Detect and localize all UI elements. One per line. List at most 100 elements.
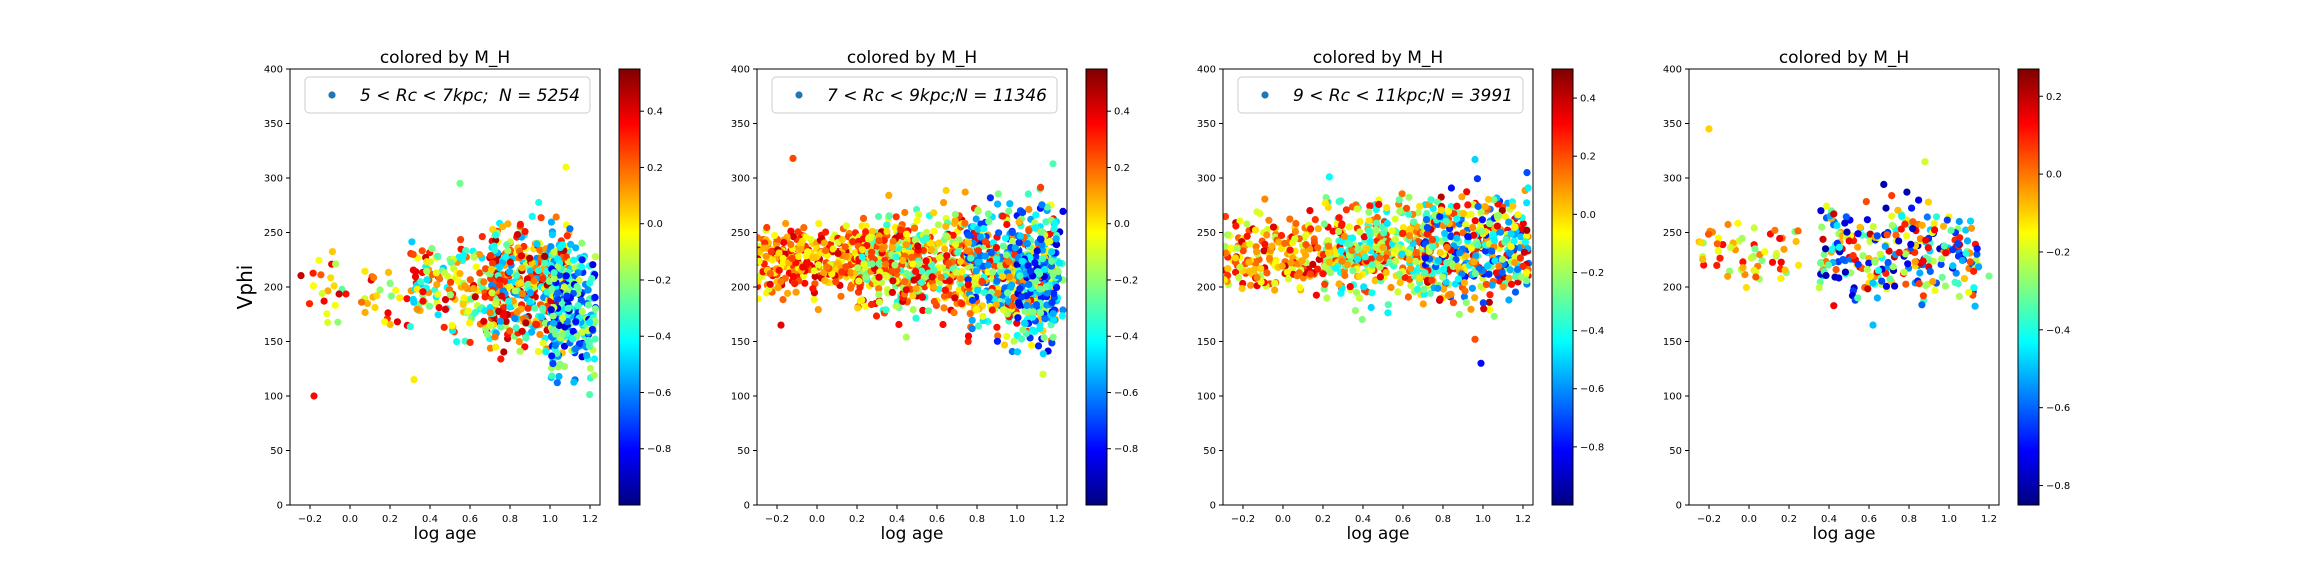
- data-point: [492, 231, 500, 239]
- data-point: [1319, 270, 1327, 278]
- data-point: [489, 259, 497, 267]
- colorbar-tick-label: −0.4: [1114, 332, 1138, 343]
- data-point: [496, 263, 504, 271]
- y-tick-label: 100: [264, 392, 283, 403]
- data-point: [1287, 259, 1295, 267]
- data-point: [957, 275, 965, 283]
- data-point: [586, 391, 594, 399]
- data-point: [516, 347, 524, 355]
- data-point: [789, 232, 797, 241]
- data-point: [1898, 212, 1906, 220]
- data-point: [1517, 233, 1525, 241]
- data-point: [1869, 279, 1877, 287]
- data-point: [1003, 332, 1011, 340]
- data-point: [784, 289, 792, 297]
- data-point: [1004, 289, 1012, 297]
- data-point: [908, 253, 916, 261]
- data-point: [1486, 220, 1494, 228]
- data-point: [1366, 202, 1374, 210]
- data-point: [1460, 293, 1468, 301]
- y-tick-label: 400: [1663, 65, 1682, 76]
- x-tick-label: 1.2: [1049, 514, 1065, 525]
- data-point: [1422, 216, 1431, 224]
- data-point: [981, 252, 990, 260]
- data-point: [1379, 243, 1387, 252]
- data-point: [1302, 231, 1310, 239]
- data-point: [1985, 272, 1993, 280]
- data-point: [552, 213, 560, 221]
- data-point: [854, 264, 862, 272]
- data-point: [1048, 299, 1056, 307]
- data-point: [892, 213, 900, 221]
- data-point: [1955, 292, 1963, 301]
- data-point: [935, 254, 944, 262]
- data-point: [515, 338, 523, 346]
- data-point: [791, 280, 799, 288]
- data-point: [1275, 238, 1283, 246]
- data-point: [361, 267, 369, 275]
- data-point: [1820, 250, 1828, 258]
- data-point: [899, 256, 907, 265]
- data-point: [476, 251, 484, 259]
- data-point: [789, 273, 798, 281]
- data-point: [1034, 342, 1043, 350]
- data-point: [821, 277, 829, 285]
- data-point: [1053, 241, 1061, 249]
- data-point: [578, 263, 586, 271]
- data-point: [547, 306, 555, 314]
- data-point: [330, 282, 338, 290]
- data-point: [970, 280, 978, 288]
- data-point: [591, 293, 599, 301]
- data-point: [777, 321, 785, 329]
- data-point: [912, 267, 920, 275]
- data-point: [1815, 284, 1823, 292]
- data-point: [1414, 209, 1422, 217]
- data-point: [1885, 247, 1893, 255]
- data-point: [1888, 212, 1896, 220]
- data-point: [987, 249, 995, 257]
- data-point: [1490, 312, 1498, 320]
- data-point: [591, 305, 599, 313]
- panel-title: colored by M_H: [380, 48, 510, 68]
- data-point: [409, 250, 417, 258]
- data-point: [1931, 226, 1939, 234]
- data-point: [940, 199, 948, 207]
- data-point: [1376, 263, 1384, 271]
- data-point: [1510, 237, 1518, 245]
- data-point: [504, 247, 512, 255]
- colorbar-gradient: [1551, 68, 1574, 506]
- data-point: [1382, 268, 1390, 277]
- data-point: [993, 277, 1001, 285]
- data-point: [1016, 285, 1024, 293]
- x-axis-label: log age: [1813, 524, 1876, 544]
- data-point: [478, 233, 486, 241]
- data-point: [1932, 213, 1941, 221]
- data-point: [1901, 250, 1910, 258]
- data-point: [1511, 288, 1520, 296]
- data-point: [1854, 230, 1862, 238]
- data-point: [968, 296, 977, 304]
- data-point: [1277, 231, 1286, 240]
- data-point: [888, 244, 897, 252]
- data-point: [837, 292, 845, 300]
- data-point: [1325, 249, 1333, 257]
- data-point: [1335, 280, 1343, 288]
- x-tick-label: 0.0: [1275, 514, 1291, 525]
- colorbar-tick-label: −0.2: [1580, 268, 1604, 279]
- legend-box: [771, 76, 1058, 114]
- data-point: [562, 163, 570, 171]
- data-point: [1490, 196, 1498, 204]
- data-point: [867, 252, 876, 260]
- data-point: [1454, 275, 1462, 283]
- data-point: [1050, 316, 1058, 324]
- data-point: [1014, 314, 1022, 322]
- data-point: [757, 282, 762, 291]
- data-point: [535, 267, 543, 275]
- y-tick-label: 200: [731, 283, 750, 294]
- data-point: [502, 253, 510, 261]
- data-point: [967, 254, 975, 262]
- data-point: [327, 274, 335, 282]
- data-point: [419, 297, 427, 305]
- colorbar-tick-label: −0.4: [2046, 325, 2070, 336]
- data-point: [1365, 217, 1373, 225]
